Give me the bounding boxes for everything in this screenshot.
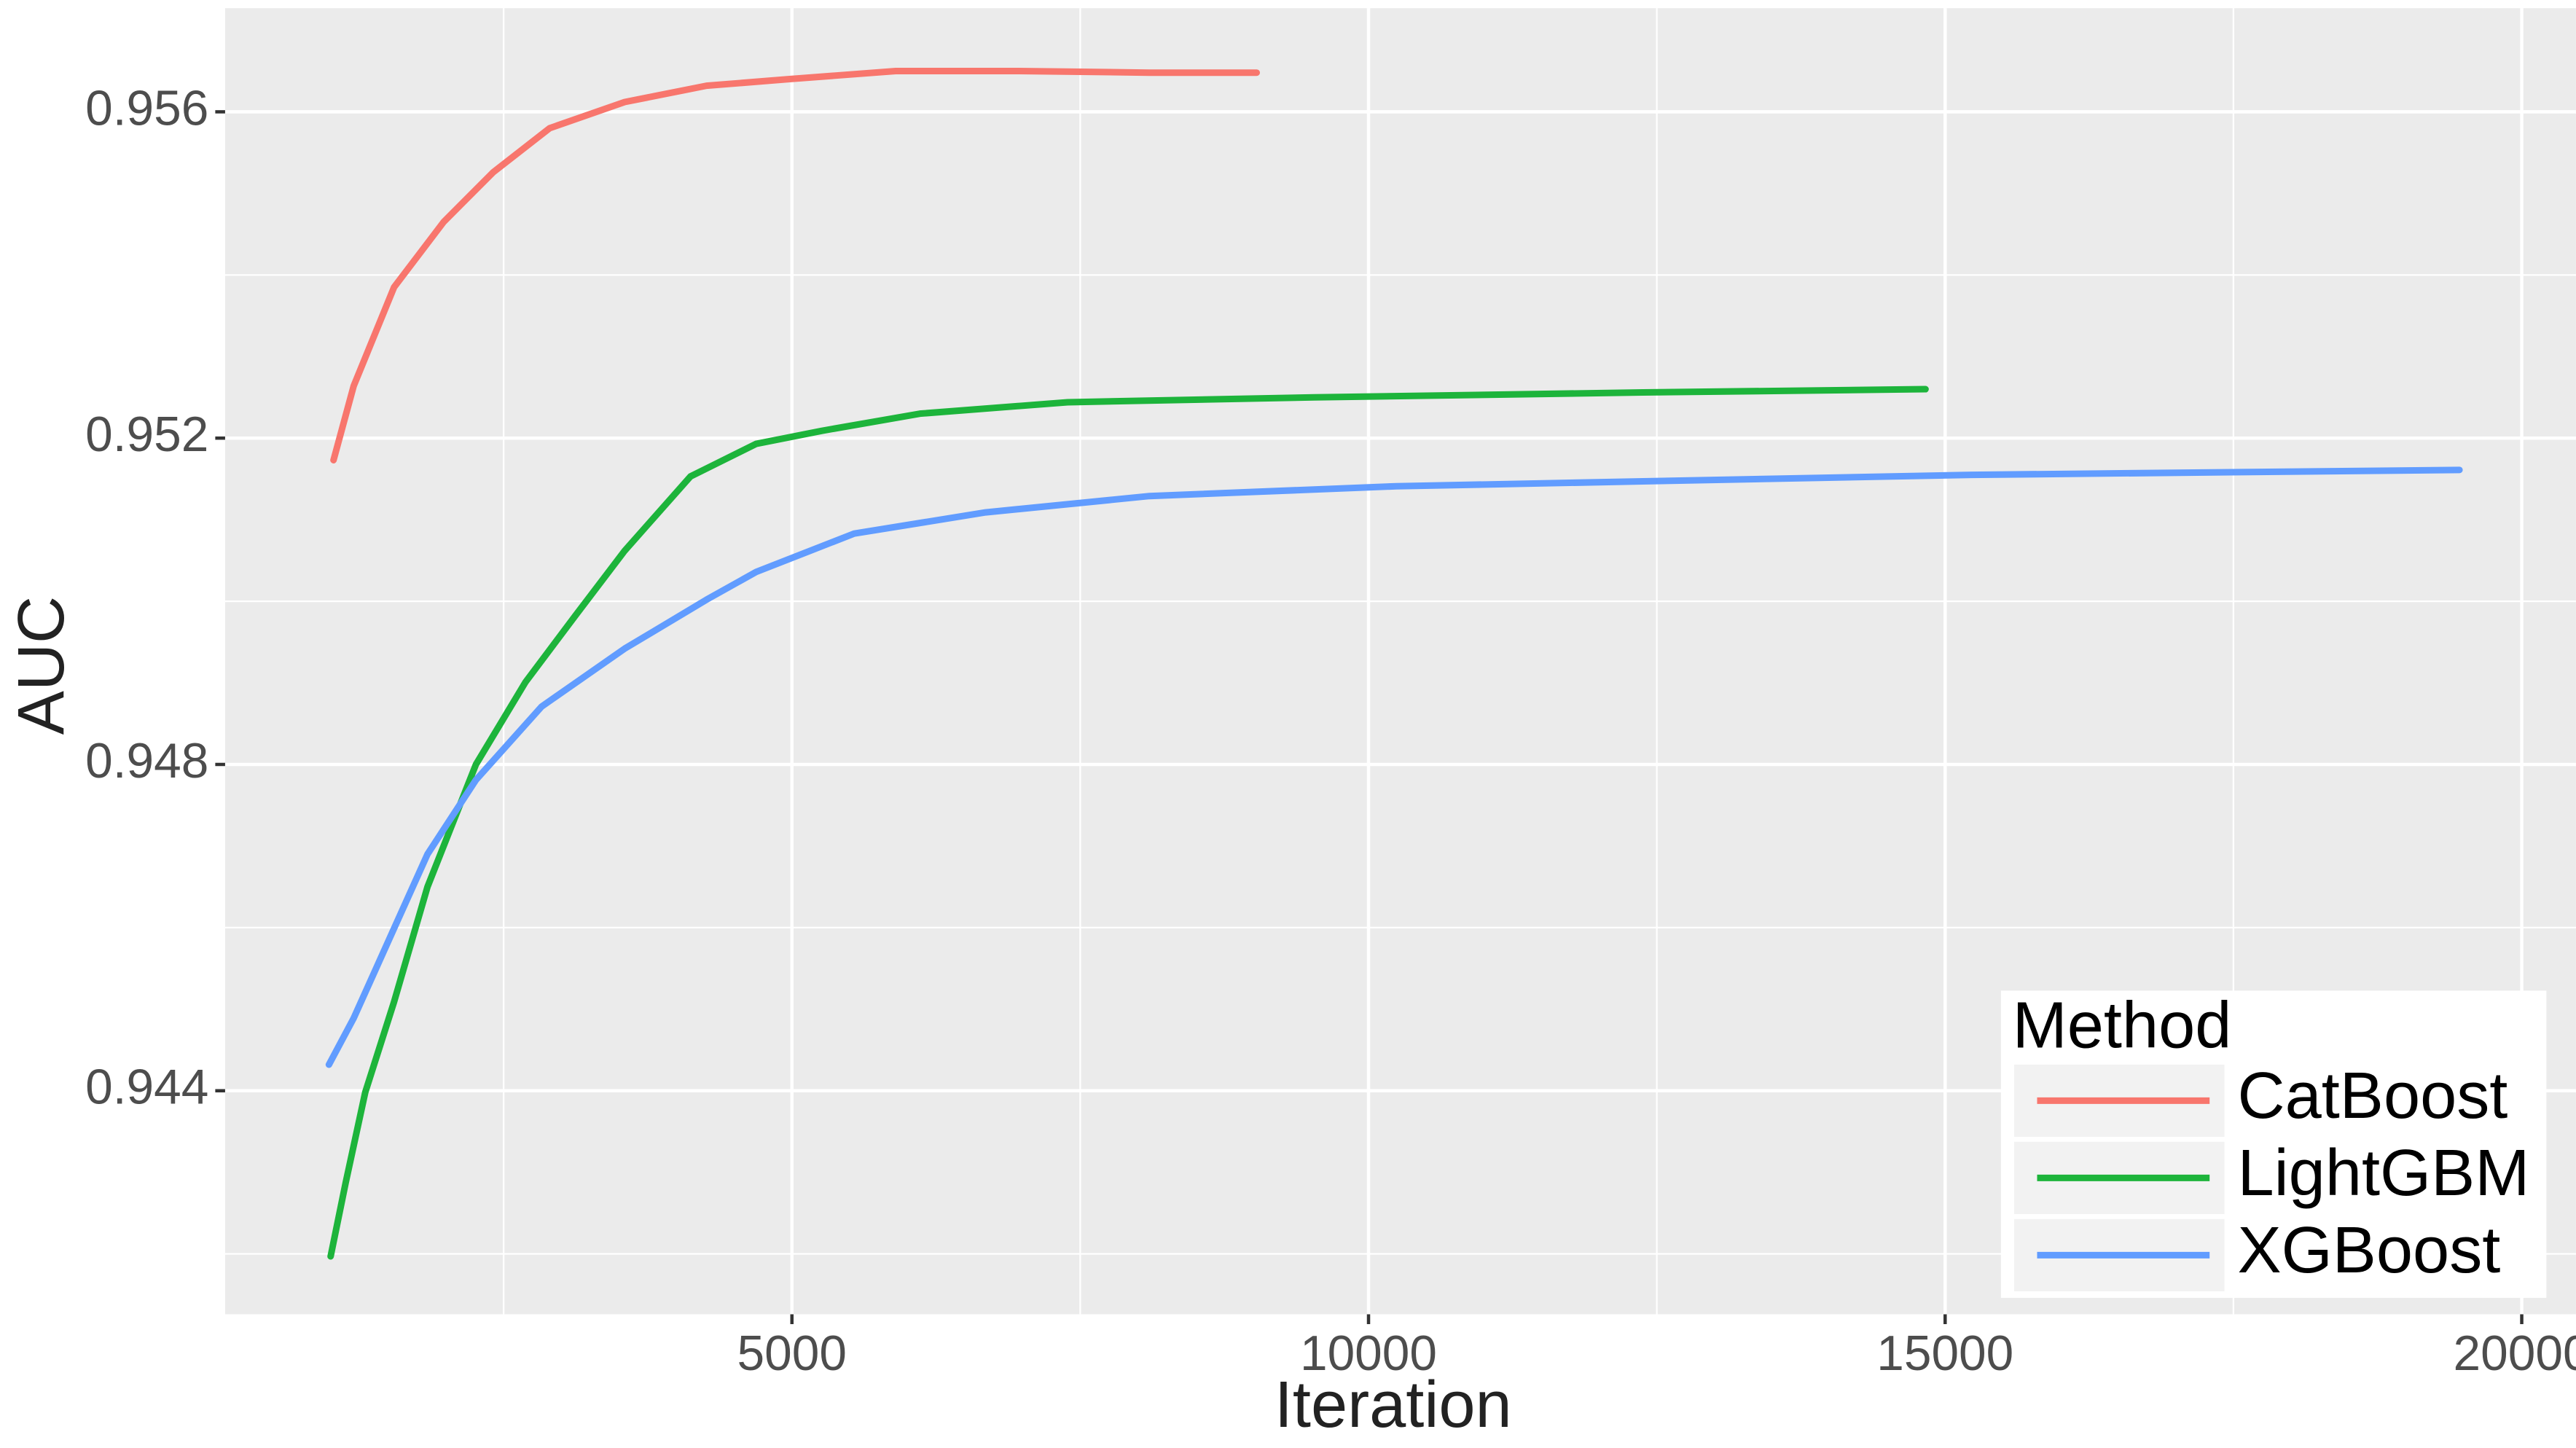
x-tick-label: 20000 [2454,1326,2576,1381]
legend-label: XGBoost [2238,1213,2501,1287]
x-tick-label: 15000 [1876,1326,2013,1381]
legend-title: Method [2013,988,2232,1062]
line [330,67,1261,463]
y-tick-label: 0.956 [85,81,208,136]
legend-label: CatBoost [2238,1059,2508,1132]
y-tick-label: 0.944 [85,1060,208,1115]
x-axis-title: Iteration [1275,1368,1512,1441]
y-tick-label: 0.952 [85,407,208,462]
y-tick-label: 0.948 [85,734,208,788]
y-axis-title: AUC [4,596,78,735]
line [325,466,2463,1068]
x-tick-label: 5000 [737,1326,847,1381]
line [327,386,1929,1260]
legend-label: LightGBM [2238,1136,2530,1210]
x-tick-label: 10000 [1300,1326,1437,1381]
